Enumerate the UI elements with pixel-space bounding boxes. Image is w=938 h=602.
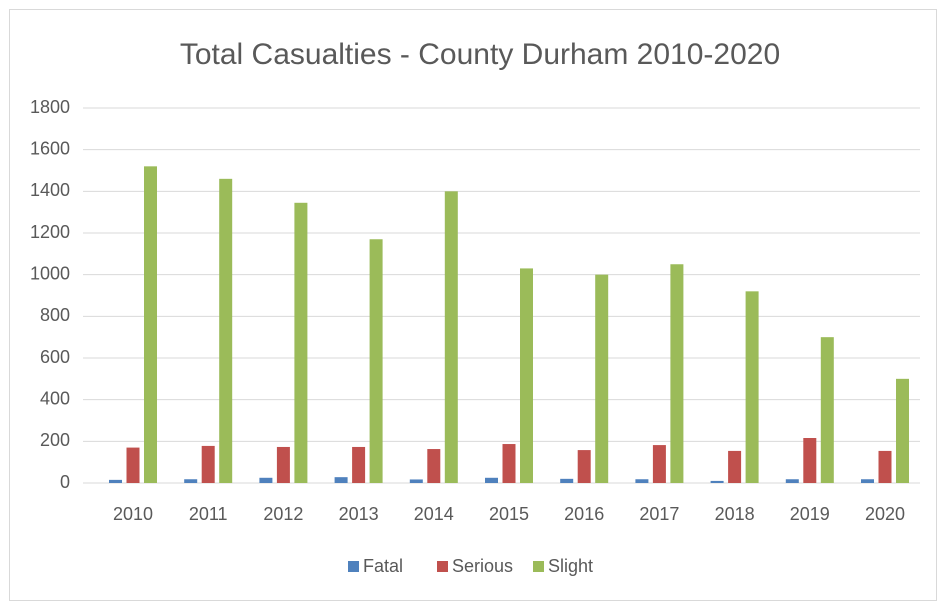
- x-tick-label: 2011: [189, 504, 228, 524]
- bar: [126, 447, 140, 483]
- bar: [595, 274, 609, 483]
- legend-label: Fatal: [363, 556, 403, 576]
- bar: [710, 480, 724, 483]
- y-tick-label: 1600: [30, 138, 70, 158]
- y-tick-label: 1800: [30, 97, 70, 117]
- y-tick-label: 600: [40, 347, 70, 367]
- x-tick-label: 2014: [414, 504, 454, 524]
- bar: [820, 337, 834, 483]
- bar: [201, 445, 215, 483]
- bar: [803, 438, 817, 483]
- x-tick-label: 2010: [113, 504, 153, 524]
- y-tick-label: 1400: [30, 180, 70, 200]
- bar: [485, 477, 498, 483]
- bar: [502, 444, 516, 483]
- bar: [352, 446, 366, 483]
- bar: [276, 446, 290, 483]
- x-tick-label: 2012: [263, 504, 303, 524]
- bar: [785, 479, 799, 483]
- bar: [369, 239, 383, 483]
- bar: [427, 449, 441, 483]
- y-tick-label: 1000: [30, 263, 70, 283]
- legend-swatch: [348, 561, 359, 572]
- bar: [520, 268, 533, 483]
- bar: [577, 450, 591, 483]
- legend-label: Serious: [452, 556, 513, 576]
- chart-title: Total Casualties - County Durham 2010-20…: [180, 38, 780, 71]
- bar: [878, 450, 892, 483]
- x-tick-label: 2013: [339, 504, 379, 524]
- bar: [652, 445, 666, 483]
- bar: [409, 479, 423, 483]
- y-tick-label: 200: [40, 430, 70, 450]
- bar: [635, 479, 649, 483]
- y-tick-label: 800: [40, 305, 70, 325]
- y-tick-label: 0: [60, 472, 70, 492]
- bar: [745, 291, 759, 483]
- bar: [728, 450, 742, 483]
- bar: [184, 479, 198, 483]
- bar: [896, 378, 909, 483]
- legend-swatch: [533, 561, 544, 572]
- bar: [444, 191, 458, 484]
- bar: [259, 477, 273, 483]
- bar: [334, 477, 348, 483]
- bar: [144, 166, 157, 484]
- y-tick-label: 400: [40, 388, 70, 408]
- bar: [219, 178, 233, 484]
- bar: [294, 202, 308, 483]
- x-tick-label: 2015: [489, 504, 529, 524]
- x-tick-label: 2016: [564, 504, 604, 524]
- x-tick-label: 2020: [865, 504, 905, 524]
- y-tick-label: 1200: [30, 222, 70, 242]
- x-tick-label: 2018: [715, 504, 755, 524]
- legend-swatch: [437, 561, 448, 572]
- x-tick-label: 2017: [639, 504, 679, 524]
- bar: [670, 264, 684, 483]
- bar: [861, 479, 874, 483]
- legend-label: Slight: [548, 556, 593, 576]
- bar: [109, 479, 122, 483]
- x-tick-label: 2019: [790, 504, 830, 524]
- bar: [560, 478, 574, 483]
